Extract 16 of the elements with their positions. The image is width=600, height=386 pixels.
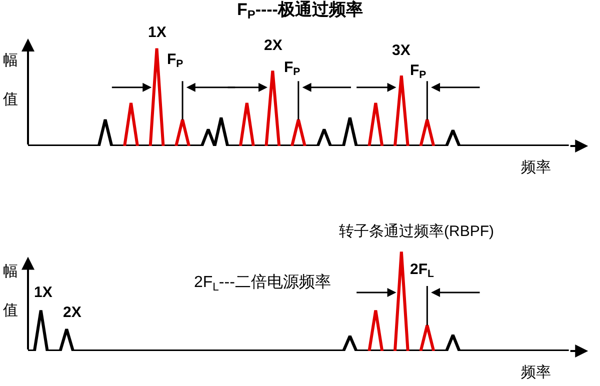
- text: 转子条通过频率(RBPF): [339, 223, 494, 240]
- annotation: 1X: [34, 284, 52, 301]
- annotation: 2F$_{L}$: [410, 261, 435, 280]
- annotation: 3X: [392, 42, 410, 59]
- annotation: 2X: [264, 37, 282, 54]
- x-axis-title: 频率: [521, 159, 551, 176]
- x-axis-title: 频率: [521, 364, 551, 381]
- annotation: 2F$_{L}$---二倍电源频率: [194, 273, 331, 294]
- text: 幅值: [3, 263, 18, 319]
- annotation: F$_{P}$: [284, 59, 300, 78]
- annotation: F$_{P}$: [410, 62, 426, 82]
- annotation: 2X: [63, 304, 82, 321]
- text: 1X: [148, 24, 166, 41]
- text: 幅值: [3, 52, 18, 108]
- annotation: F$_{P}$: [167, 51, 184, 70]
- chart-title: F$_{P}$----极通过频率: [237, 0, 363, 22]
